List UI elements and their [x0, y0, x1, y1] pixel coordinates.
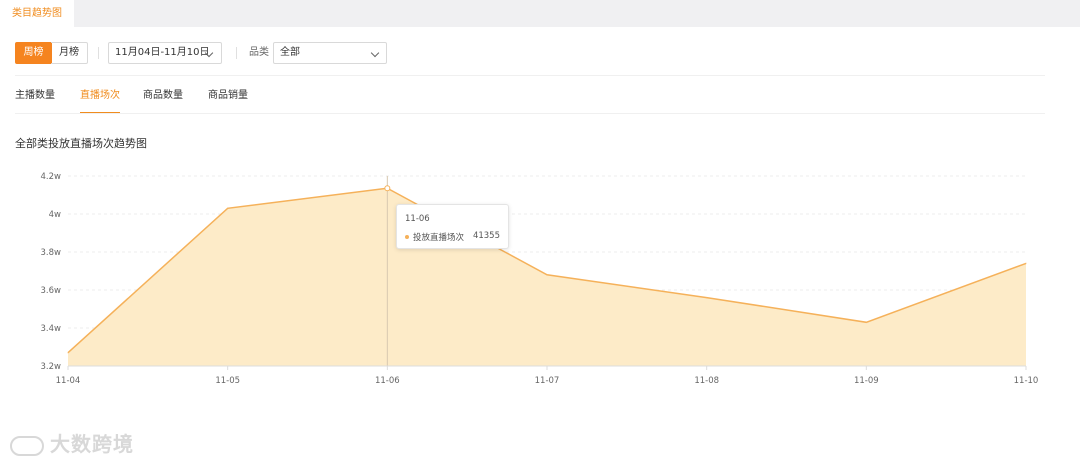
watermark: 大数跨境 — [10, 428, 134, 457]
x-tick-label: 11-06 — [375, 376, 400, 386]
chart-tooltip: 11-06 投放直播场次 41355 — [396, 204, 509, 249]
x-tick-label: 11-04 — [56, 376, 81, 386]
y-tick-label: 3.6w — [41, 286, 62, 296]
divider — [15, 113, 1045, 114]
x-tick-label: 11-07 — [535, 376, 560, 386]
y-tick-label: 4w — [49, 210, 61, 220]
tooltip-date: 11-06 — [405, 214, 430, 224]
tab-anchor-count[interactable]: 主播数量 — [15, 90, 55, 101]
tab-live-sessions[interactable]: 直播场次 — [80, 88, 120, 114]
metric-tabs: 主播数量 直播场次 商品数量 商品销量 — [15, 88, 615, 114]
x-tick-label: 11-08 — [694, 376, 719, 386]
x-tick-label: 11-05 — [215, 376, 240, 386]
top-tab-bar: 类目趋势图 — [0, 0, 1080, 27]
date-range-select[interactable]: 11月04日-11月10日 — [108, 42, 222, 64]
category-select[interactable]: 全部 — [273, 42, 387, 64]
category-label: 品类 — [249, 47, 269, 58]
y-tick-label: 3.8w — [41, 248, 62, 258]
tab-category-trend[interactable]: 类目趋势图 — [0, 0, 74, 27]
y-tick-label: 4.2w — [41, 172, 62, 182]
chart-title: 全部类投放直播场次趋势图 — [15, 137, 147, 150]
x-tick-label: 11-10 — [1014, 376, 1039, 386]
watermark-text: 大数跨境 — [50, 432, 134, 456]
data-point — [384, 185, 391, 192]
tooltip-value: 41355 — [472, 231, 500, 241]
date-range-value: 11月04日-11月10日 — [115, 47, 210, 58]
x-tick-label: 11-09 — [854, 376, 879, 386]
y-tick-label: 3.4w — [41, 324, 62, 334]
y-tick-label: 3.2w — [41, 362, 62, 372]
chevron-down-icon — [370, 48, 380, 58]
series-area — [68, 188, 1026, 366]
tab-product-sales[interactable]: 商品销量 — [208, 90, 248, 101]
filter-bar: 周榜 月榜 11月04日-11月10日 品类 全部 — [15, 42, 1065, 64]
tab-product-count[interactable]: 商品数量 — [143, 90, 183, 101]
week-rank-button[interactable]: 周榜 — [15, 42, 52, 64]
divider — [15, 75, 1045, 76]
divider — [236, 47, 237, 59]
tooltip-series-name: 投放直播场次 — [413, 233, 465, 243]
divider — [98, 47, 99, 59]
month-rank-button[interactable]: 月榜 — [51, 42, 88, 64]
series-dot-icon — [405, 235, 409, 239]
logo-icon — [10, 435, 44, 456]
category-value: 全部 — [280, 47, 300, 58]
